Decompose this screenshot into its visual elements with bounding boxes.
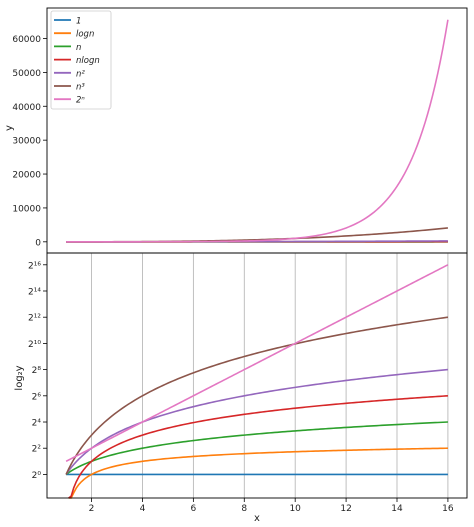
top-y-tick-label-1: 10000 — [12, 204, 41, 214]
top-plot: 0 10000 20000 30000 40000 50000 60000 y 1 logn n… — [4, 7, 468, 254]
bottom-series-line-2 — [65, 421, 448, 476]
top-series-line-5 — [66, 227, 448, 243]
bottom-y-tick-label-4: 2⁸ — [32, 366, 42, 376]
top-y-tick-label-6: 60000 — [12, 35, 41, 45]
bottom-y-tick-label-1: 2² — [32, 445, 42, 455]
bottom-x-tick-label-0: 2 — [89, 504, 95, 514]
top-y-tick-label-2: 20000 — [12, 171, 41, 181]
bottom-x-tick-label-6: 14 — [391, 504, 403, 514]
top-y-tick-label-4: 40000 — [12, 103, 41, 113]
bottom-y-tick-label-8: 2¹⁶ — [28, 261, 41, 271]
top-y-axis-label: y — [4, 125, 15, 131]
legend-frame — [50, 10, 112, 110]
bottom-series-line-6 — [65, 264, 449, 463]
bottom-series-group — [65, 264, 449, 499]
bottom-x-tick-label-1: 4 — [140, 504, 146, 514]
bottom-y-ticks: 2⁰ 2² 2⁴ 2⁶ 2⁸ 2¹⁰ 2¹² 2¹⁴ 2¹⁶ — [28, 261, 47, 481]
legend-label-1: logn — [76, 30, 94, 40]
top-series-group — [66, 19, 449, 243]
legend-label-6: 2ⁿ — [76, 96, 85, 106]
bottom-x-tick-label-3: 8 — [241, 504, 247, 514]
legend-label-3: nlogn — [76, 56, 100, 66]
top-y-ticks: 0 10000 20000 30000 40000 50000 60000 — [12, 35, 47, 248]
bottom-x-tick-label-7: 16 — [442, 504, 454, 514]
top-y-tick-label-3: 30000 — [12, 137, 41, 147]
bottom-y-tick-label-5: 2¹⁰ — [28, 340, 41, 350]
legend: 1 logn n nlogn n² n³ 2ⁿ — [50, 10, 112, 110]
bottom-series-line-1 — [68, 447, 448, 499]
top-series-line-6 — [66, 19, 449, 243]
bottom-x-tick-label-5: 12 — [340, 504, 351, 514]
top-y-tick-label-5: 50000 — [12, 69, 41, 79]
legend-label-4: n² — [76, 69, 85, 79]
legend-label-5: n³ — [76, 83, 85, 93]
bottom-x-tick-label-2: 6 — [190, 504, 196, 514]
bottom-plot: 2⁰ 2² 2⁴ 2⁶ 2⁸ 2¹⁰ 2¹² 2¹⁴ 2¹⁶ 2 4 6 8 10 12 14 16 log₂… — [14, 252, 468, 524]
bottom-y-tick-label-6: 2¹² — [28, 314, 41, 324]
legend-label-0: 1 — [76, 17, 81, 27]
bottom-series-line-4 — [65, 368, 448, 475]
bottom-y-tick-label-2: 2⁴ — [32, 419, 42, 429]
bottom-x-axis-label: x — [254, 513, 260, 524]
bottom-y-tick-label-3: 2⁶ — [32, 392, 42, 402]
bottom-x-ticks: 2 4 6 8 10 12 14 16 — [89, 498, 454, 514]
legend-label-2: n — [76, 43, 81, 53]
bottom-x-tick-label-4: 10 — [289, 504, 301, 514]
bottom-y-axis-label: log₂y — [14, 365, 25, 390]
bottom-y-tick-label-7: 2¹⁴ — [28, 287, 41, 297]
bottom-y-tick-label-0: 2⁰ — [32, 471, 42, 481]
bottom-series-line-5 — [65, 316, 449, 475]
bottom-plot-frame — [46, 252, 468, 499]
top-y-tick-label-0: 0 — [35, 238, 41, 248]
bottom-series-line-3 — [68, 395, 448, 499]
